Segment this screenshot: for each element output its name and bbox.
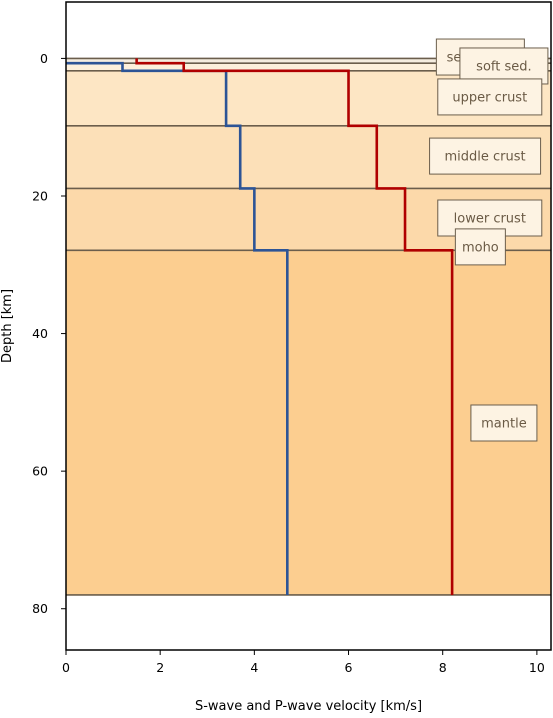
y-axis-label: Depth [km] bbox=[0, 289, 15, 363]
label-box-bg bbox=[437, 78, 543, 116]
velocity-profiles bbox=[66, 58, 454, 595]
profile-line-red bbox=[135, 58, 454, 595]
label-box-text: mantle bbox=[481, 416, 527, 431]
y-axis-ticks: 0 20 40 60 80 bbox=[32, 51, 66, 616]
plot-frame bbox=[65, 1, 552, 651]
layer-label-box: upper crust bbox=[437, 78, 543, 116]
label-box-text: soft sed. bbox=[476, 59, 531, 74]
layer-band bbox=[66, 63, 551, 71]
y-tick-label: 80 bbox=[32, 601, 48, 616]
x-tick-label: 10 bbox=[529, 660, 545, 675]
label-box-bg bbox=[454, 228, 506, 266]
label-box-text: middle crust bbox=[445, 150, 526, 165]
x-tick-label: 2 bbox=[156, 660, 164, 675]
x-axis-ticks: 0 2 4 6 8 10 bbox=[62, 650, 545, 675]
x-tick-label: 0 bbox=[62, 660, 70, 675]
label-box-text: lower crust bbox=[454, 212, 526, 227]
label-box-bg bbox=[470, 404, 538, 442]
label-box-text: moho bbox=[462, 240, 499, 255]
label-box-bg bbox=[459, 47, 549, 85]
x-axis-label: S-wave and P-wave velocity [km/s] bbox=[195, 699, 422, 713]
label-box-bg bbox=[429, 137, 542, 175]
y-tick-label: 20 bbox=[32, 188, 48, 203]
layer-bands bbox=[66, 58, 551, 595]
y-tick-label: 40 bbox=[32, 326, 48, 341]
profile-line-blue bbox=[66, 61, 289, 595]
layer-label-box: middle crust bbox=[429, 137, 542, 175]
layer-label-box: soft sed. bbox=[459, 47, 549, 85]
x-tick-label: 4 bbox=[250, 660, 258, 675]
y-tick-label: 0 bbox=[40, 51, 48, 66]
layer-band bbox=[66, 250, 551, 595]
x-tick-label: 6 bbox=[345, 660, 353, 675]
x-tick-label: 8 bbox=[439, 660, 447, 675]
layer-label-box: moho bbox=[454, 228, 506, 266]
label-box-text: upper crust bbox=[452, 90, 527, 105]
y-tick-label: 60 bbox=[32, 464, 48, 479]
layer-band bbox=[66, 58, 551, 64]
layer-label-box: mantle bbox=[470, 404, 538, 442]
